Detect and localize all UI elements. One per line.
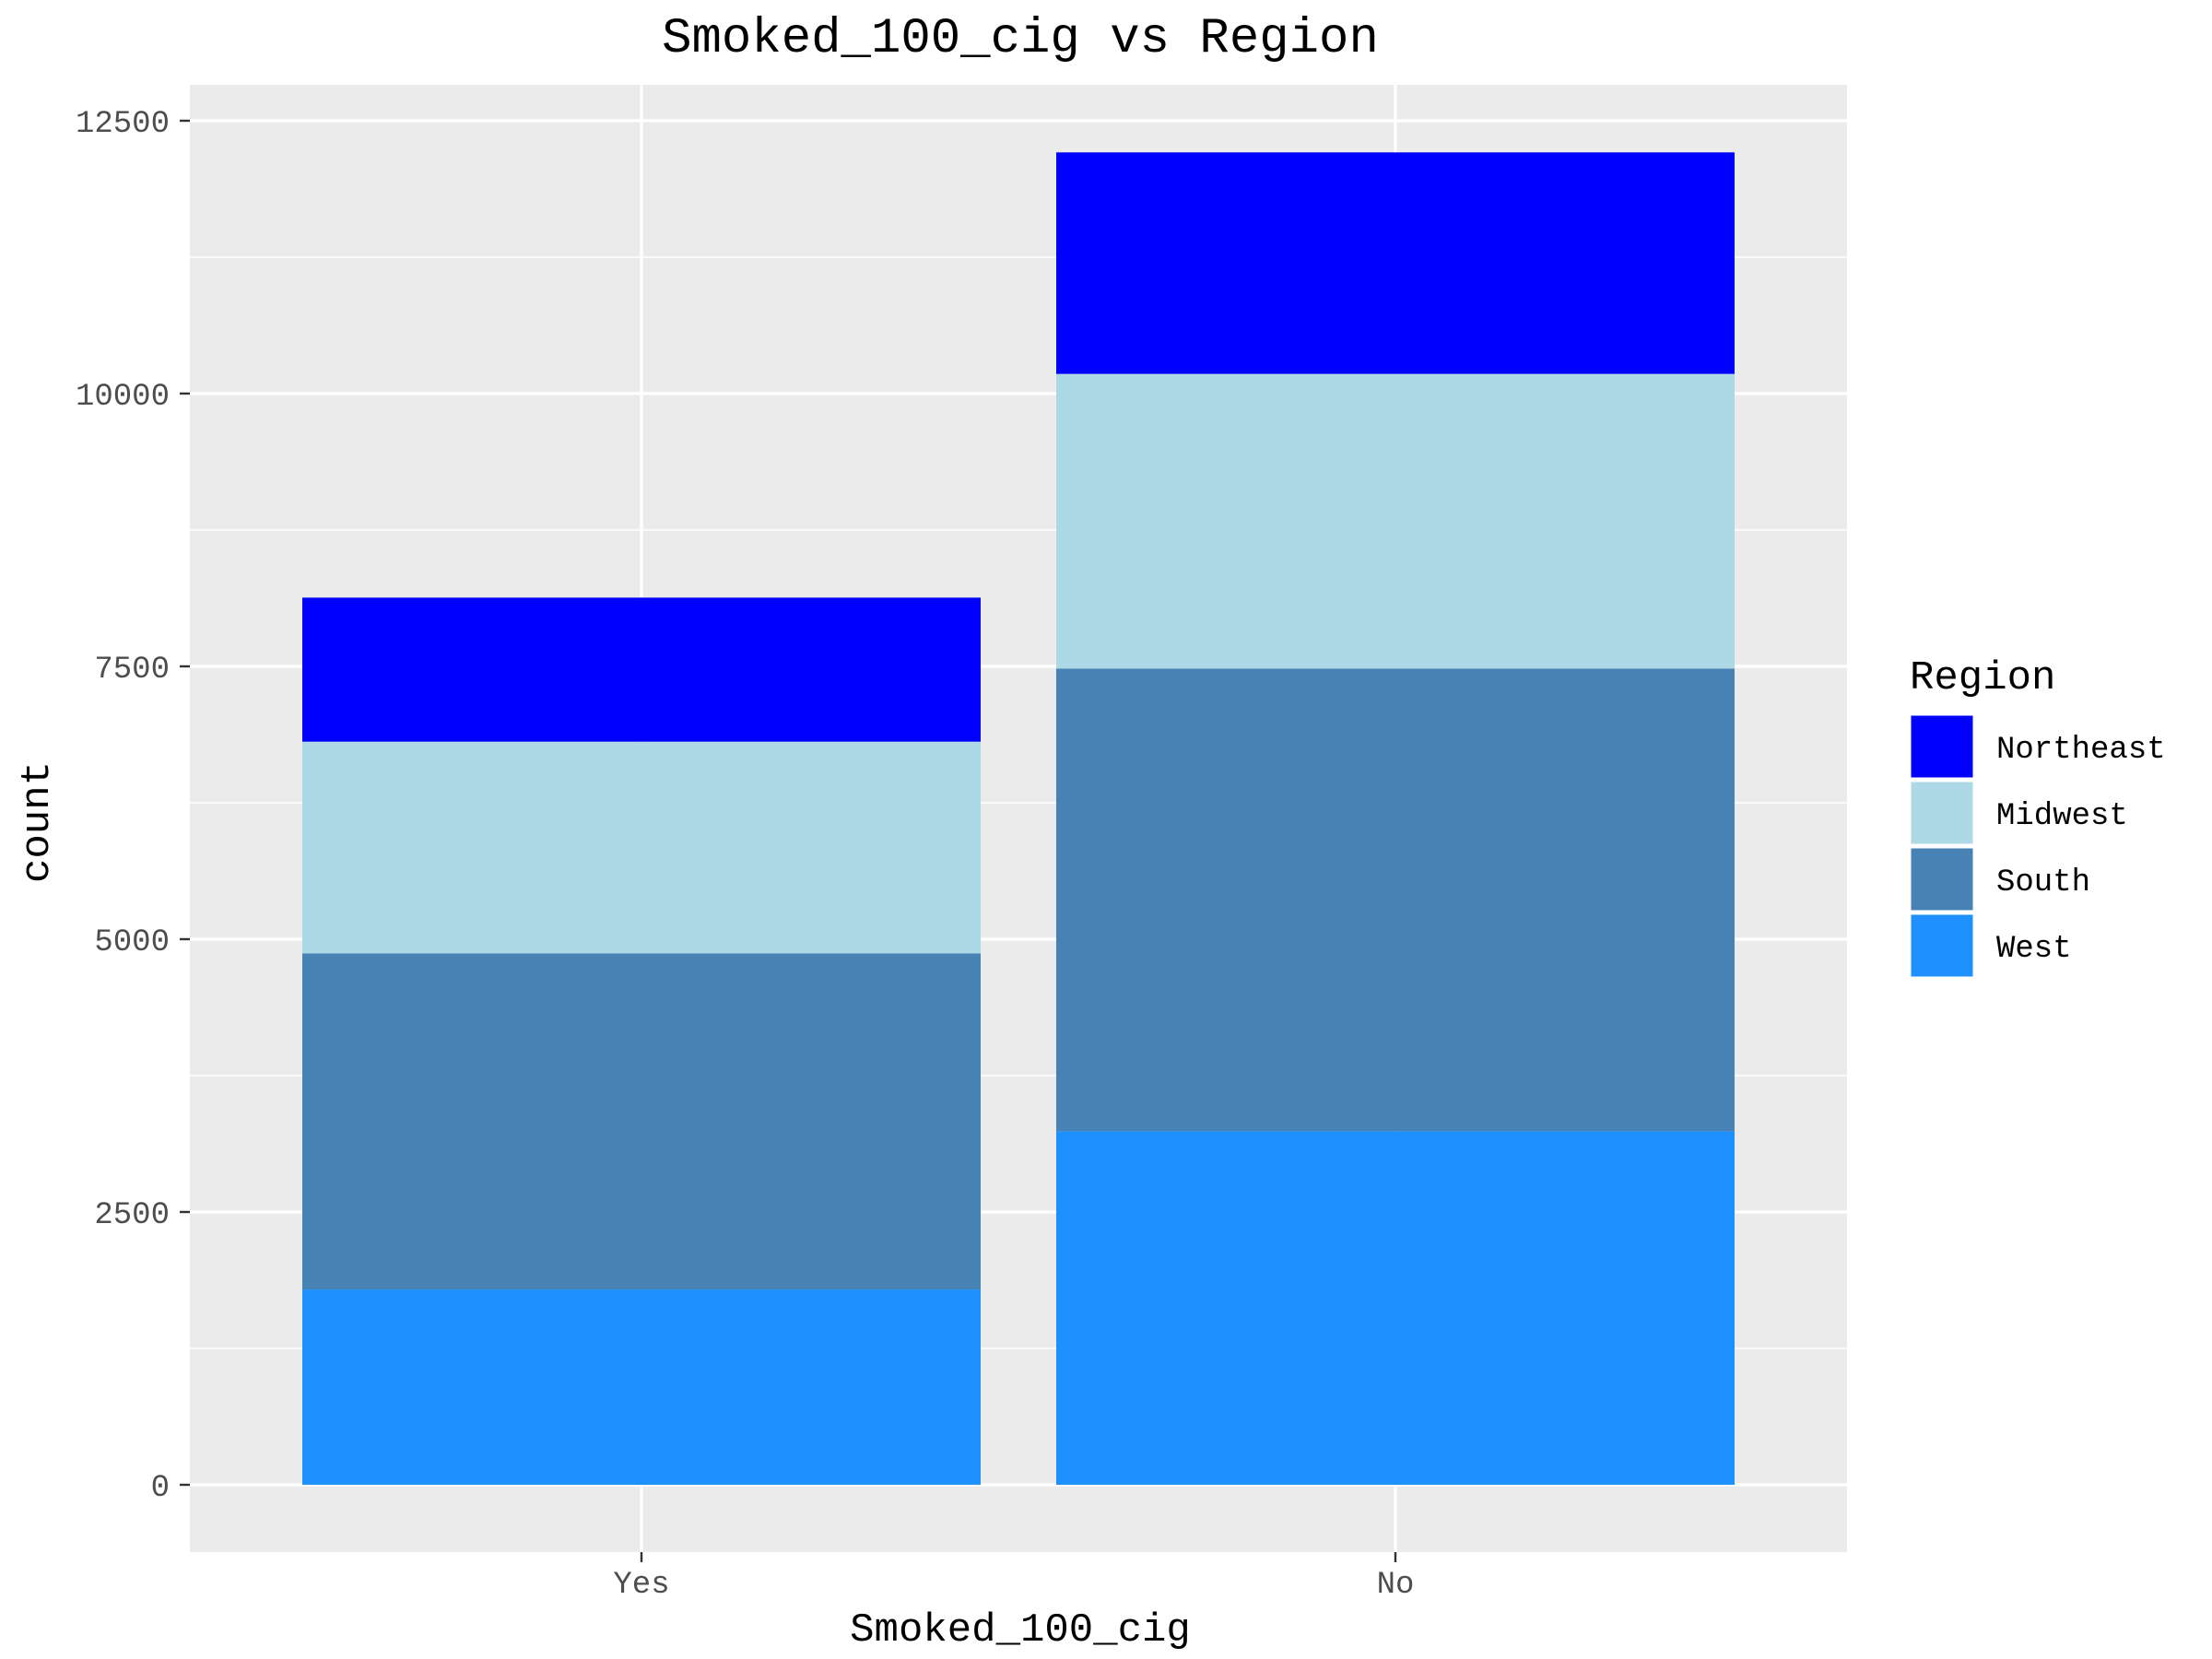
y-axis: 0 2500 5000 7500 10000 12500 [76, 107, 190, 1506]
y-tick-label: 2500 [94, 1198, 170, 1233]
x-tick-label: No [1377, 1568, 1415, 1603]
x-tick-label: Yes [613, 1568, 669, 1603]
bar-no-midwest [1056, 373, 1735, 669]
bar-yes-northeast [302, 597, 981, 742]
legend-title: Region [1910, 655, 2055, 701]
legend-swatch-midwest [1908, 779, 1976, 847]
y-tick-label: 0 [151, 1471, 170, 1506]
bar-no-south [1056, 668, 1735, 1132]
chart-title: Smoked_100_cig vs Region [662, 11, 1379, 67]
bar-no-west [1056, 1131, 1735, 1485]
legend-swatch-south [1908, 845, 1976, 913]
y-tick-label: 10000 [76, 380, 170, 415]
x-axis: Yes No [613, 1552, 1414, 1603]
bar-yes-west [302, 1289, 981, 1485]
y-tick-label: 5000 [94, 925, 170, 960]
bar-yes-midwest [302, 741, 981, 954]
y-tick-label: 12500 [76, 107, 170, 142]
legend-label-south: South [1996, 865, 2090, 900]
legend-swatch-west [1908, 912, 1976, 980]
bar-yes-south [302, 953, 981, 1290]
legend-label-northeast: Northeast [1996, 733, 2166, 768]
y-tick-label: 7500 [94, 653, 170, 688]
legend: Region Northeast Midwest South West [1908, 655, 2166, 980]
legend-label-west: West [1996, 932, 2072, 967]
bar-no-northeast [1056, 152, 1735, 374]
bars [302, 152, 1735, 1485]
x-axis-title: Smoked_100_cig [850, 1607, 1191, 1653]
legend-swatch-northeast [1908, 712, 1976, 781]
legend-label-midwest: Midwest [1996, 799, 2128, 834]
y-axis-title: count [15, 761, 61, 883]
